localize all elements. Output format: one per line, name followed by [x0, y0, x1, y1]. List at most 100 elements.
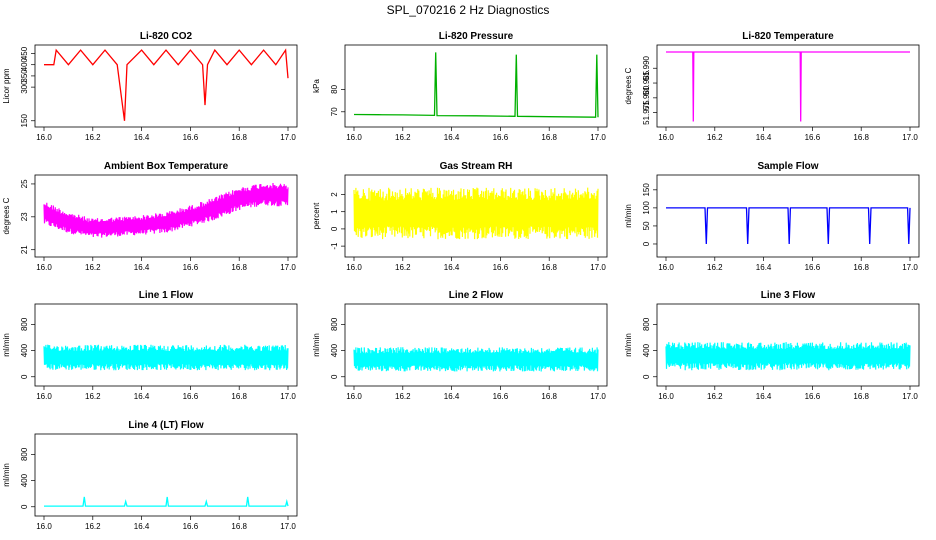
- series: [44, 48, 289, 121]
- y-axis-label: degrees C: [2, 197, 11, 234]
- series-line: [44, 48, 289, 121]
- x-tick-label: 16.0: [658, 263, 674, 272]
- panel-line-4-lt-flow: Line 4 (LT) Flow 16.0 16.2 16.4 16.6 16.8 17.0…: [2, 420, 298, 531]
- series: [665, 342, 911, 371]
- plot-frame: [344, 44, 608, 128]
- panel-title: Line 2 Flow: [449, 290, 504, 301]
- x-tick-label: 16.4: [134, 522, 150, 531]
- y-axis-label: Licor ppm: [2, 68, 11, 103]
- y-tick-label: 51.975: [642, 100, 651, 125]
- x-tick-label: 16.4: [134, 133, 150, 142]
- panel-ambient-box-temperature: Ambient Box Temperature 16.0 16.2 16.4 16.6 1…: [2, 161, 298, 272]
- panel-title: Ambient Box Temperature: [104, 161, 229, 172]
- series: [353, 347, 599, 372]
- panel-title: Line 3 Flow: [761, 290, 816, 301]
- x-tick-label: 16.0: [36, 263, 52, 272]
- series-band: [43, 344, 289, 371]
- panel-li-820-temperature: Li-820 Temperature 16.0 16.2 16.4 16.6 16.8 17…: [624, 31, 920, 142]
- panel-title: Li-820 Temperature: [742, 31, 834, 42]
- series-line: [666, 51, 910, 122]
- series-line: [44, 496, 289, 507]
- x-tick-label: 16.6: [183, 522, 199, 531]
- y-axis-label: percent: [312, 202, 321, 229]
- x-tick-label: 16.0: [346, 133, 362, 142]
- y-tick-label: 150: [642, 183, 651, 197]
- y-tick-label: 800: [20, 317, 29, 331]
- series-band: [43, 182, 289, 238]
- y-tick-label: 400: [642, 343, 651, 357]
- panel-title: Line 4 (LT) Flow: [128, 420, 204, 431]
- series: [666, 51, 910, 122]
- panel-sample-flow: Sample Flow 16.0 16.2 16.4 16.6 16.8 17.0 0 50 10…: [624, 161, 920, 272]
- y-tick-label: 51.980: [642, 85, 651, 110]
- x-tick-label: 17.0: [590, 263, 606, 272]
- x-tick-label: 16.8: [541, 263, 557, 272]
- y-tick-label: 50: [642, 221, 651, 230]
- x-tick-label: 17.0: [280, 522, 296, 531]
- x-tick-label: 17.0: [280, 263, 296, 272]
- plot-frame: [34, 174, 298, 258]
- y-tick-label: -1: [330, 242, 339, 250]
- y-tick-label: 51.985: [642, 70, 651, 95]
- series-band: [353, 347, 599, 372]
- x-tick-label: 16.0: [36, 522, 52, 531]
- x-tick-label: 16.8: [853, 392, 869, 401]
- y-tick-label: 80: [330, 84, 339, 93]
- y-tick-label: 0: [330, 226, 339, 231]
- x-tick-label: 16.6: [493, 263, 509, 272]
- x-tick-label: 16.6: [183, 133, 199, 142]
- panel-title: Sample Flow: [757, 161, 818, 172]
- plot-frame: [34, 433, 298, 517]
- series: [353, 52, 599, 118]
- x-tick-label: 16.2: [707, 133, 723, 142]
- panel-line-2-flow: Line 2 Flow 16.0 16.2 16.4 16.6 16.8 17.0 0 400 8…: [312, 290, 608, 401]
- x-tick-label: 16.2: [85, 522, 101, 531]
- series: [353, 187, 599, 240]
- y-tick-label: 400: [20, 473, 29, 487]
- y-axis-label: ml/min: [624, 204, 633, 228]
- y-tick-label: 25: [20, 179, 29, 188]
- plot-frame: [34, 303, 298, 387]
- y-tick-label: 0: [642, 241, 651, 246]
- x-tick-label: 16.6: [183, 263, 199, 272]
- plot-frame: [656, 303, 920, 387]
- x-tick-label: 17.0: [902, 392, 918, 401]
- x-tick-label: 17.0: [902, 263, 918, 272]
- x-tick-label: 17.0: [590, 392, 606, 401]
- series-band: [665, 342, 911, 371]
- x-tick-label: 16.4: [756, 263, 772, 272]
- x-tick-label: 16.0: [36, 133, 52, 142]
- series-line: [353, 52, 599, 118]
- y-tick-label: 150: [20, 114, 29, 128]
- x-tick-label: 16.8: [231, 392, 247, 401]
- x-tick-label: 16.4: [134, 263, 150, 272]
- y-tick-label: 0: [20, 374, 29, 379]
- plot-frame: [34, 44, 298, 128]
- y-axis-label: ml/min: [2, 333, 11, 357]
- x-tick-label: 16.8: [231, 522, 247, 531]
- panel-li-820-co2: Li-820 CO2 16.0 16.2 16.4 16.6 16.8 17.0 150 300…: [2, 31, 298, 142]
- x-tick-label: 16.2: [707, 392, 723, 401]
- x-tick-label: 16.2: [395, 263, 411, 272]
- x-tick-label: 17.0: [590, 133, 606, 142]
- panel-title: Li-820 Pressure: [439, 31, 514, 42]
- x-tick-label: 16.2: [395, 392, 411, 401]
- x-tick-label: 16.6: [805, 263, 821, 272]
- y-tick-label: 350: [20, 69, 29, 83]
- panel-li-820-pressure: Li-820 Pressure 16.0 16.2 16.4 16.6 16.8 17.0 7…: [312, 31, 608, 142]
- x-tick-label: 16.4: [756, 133, 772, 142]
- y-tick-label: 400: [20, 343, 29, 357]
- y-tick-label: 400: [330, 343, 339, 357]
- y-tick-label: 21: [20, 245, 29, 254]
- y-tick-label: 0: [20, 504, 29, 509]
- y-tick-label: 100: [642, 201, 651, 215]
- x-tick-label: 16.4: [756, 392, 772, 401]
- x-tick-label: 16.0: [658, 133, 674, 142]
- y-tick-label: 2: [330, 192, 339, 197]
- x-tick-label: 16.6: [805, 133, 821, 142]
- plot-frame: [656, 44, 920, 128]
- series: [666, 207, 911, 245]
- x-tick-label: 17.0: [280, 133, 296, 142]
- y-tick-label: 450: [20, 46, 29, 60]
